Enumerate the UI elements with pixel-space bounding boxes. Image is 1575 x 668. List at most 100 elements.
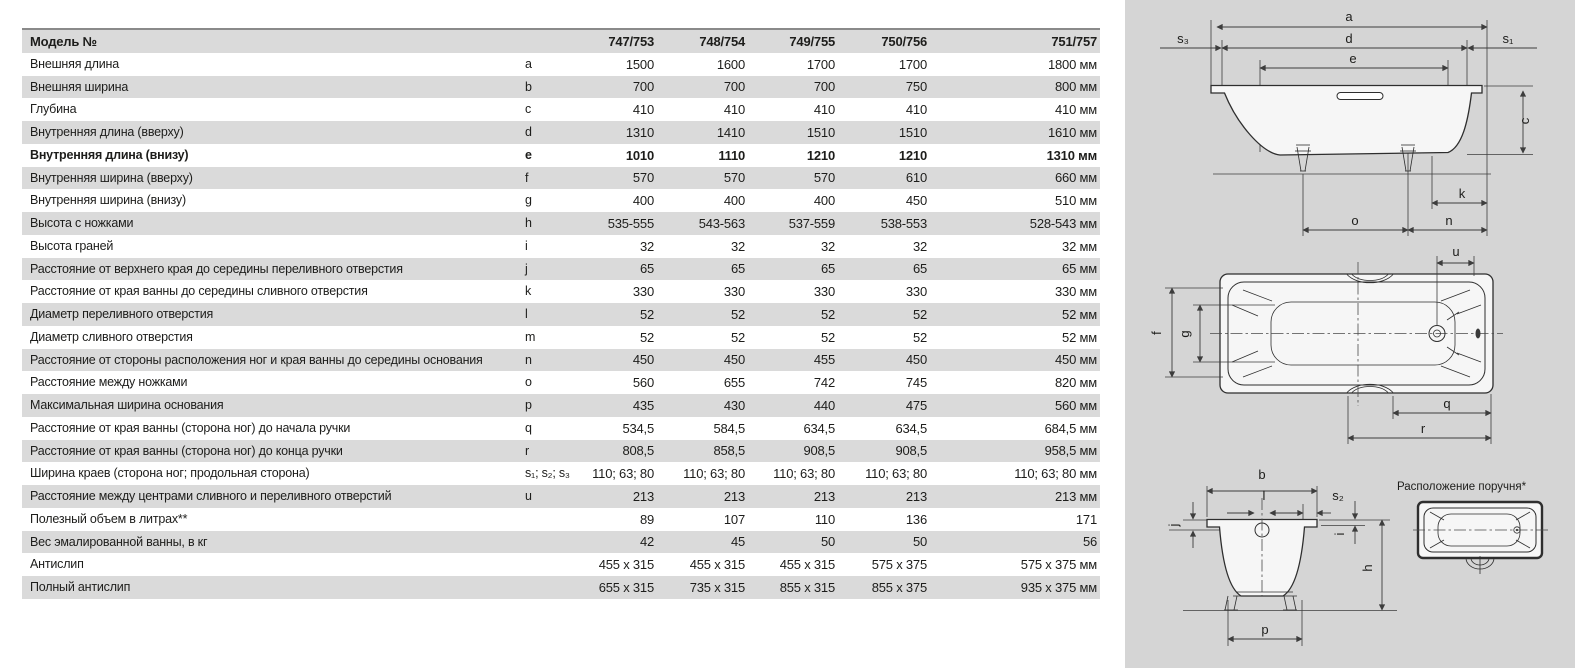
row-value-4: 745: [905, 375, 927, 391]
row-value-1: 700: [632, 79, 654, 95]
row-value-5: 410 мм: [1055, 102, 1097, 118]
row-value-5: 171: [1075, 511, 1097, 527]
row-value-5: 330 мм: [1055, 284, 1097, 300]
row-value-2: 543-563: [698, 215, 746, 231]
row-value-1: 435: [632, 397, 654, 413]
row-dimension-letter: g: [525, 193, 532, 208]
dim-label-s3: s₃: [1177, 31, 1189, 46]
bathtub-technical-drawings: a d s₃ s₁ e c k o n: [1149, 9, 1549, 646]
row-label: Расстояние между ножками: [30, 375, 188, 390]
dim-label-l: l: [1263, 488, 1266, 503]
column-header-model: Модель №: [30, 33, 97, 49]
row-value-3: 455 x 315: [779, 557, 836, 573]
table-row: Внутренняя ширина (внизу) g 400 400 400 …: [22, 189, 1100, 212]
row-dimension-letter: r: [525, 443, 529, 458]
row-value-3: 742: [813, 375, 835, 391]
row-dimension-letter: h: [525, 216, 532, 231]
handle-location-caption: Расположение поручня*: [1397, 481, 1527, 493]
table-row: Расстояние от верхнего края до середины …: [22, 257, 1100, 281]
row-value-2: 1110: [718, 147, 745, 163]
row-value-3: 330: [813, 284, 835, 300]
row-value-5: 528-543 мм: [1029, 215, 1097, 231]
row-value-3: 908,5: [803, 443, 835, 459]
dim-label-p: p: [1261, 622, 1268, 637]
dim-label-c: c: [1517, 117, 1532, 124]
row-label: Внутренняя ширина (внизу): [30, 193, 186, 208]
row-value-1: 1010: [625, 147, 654, 163]
table-row: Внутренняя длина (внизу) e 1010 1110 121…: [22, 144, 1100, 167]
column-header-model-4: 750/756: [881, 33, 927, 49]
row-value-3: 1510: [806, 124, 835, 140]
row-value-1: 52: [639, 306, 654, 322]
row-label: Антислип: [30, 557, 84, 572]
row-value-2: 584,5: [713, 420, 745, 436]
table-row: Полный антислип 655 x 315 735 x 315 855 …: [22, 576, 1100, 599]
row-dimension-letter: u: [525, 489, 532, 504]
row-value-1: 808,5: [622, 443, 654, 459]
row-value-1: 450: [632, 352, 654, 368]
row-value-3: 65: [820, 261, 835, 277]
row-value-5: 660 мм: [1055, 170, 1097, 186]
table-row: Расстояние от края ванны до середины сли…: [22, 280, 1100, 303]
row-dimension-letter: e: [525, 147, 532, 162]
row-value-5: 958,5 мм: [1044, 443, 1098, 459]
row-value-5: 65 мм: [1062, 261, 1097, 277]
front-view-feet: [1224, 591, 1297, 611]
dim-label-k: k: [1459, 186, 1466, 201]
row-value-2: 52: [730, 306, 745, 322]
row-value-2: 107: [723, 511, 745, 527]
row-dimension-letter: k: [525, 284, 532, 299]
bathtub-foot-left: [1295, 144, 1311, 172]
row-value-4: 1700: [898, 56, 927, 72]
row-value-5: 560 мм: [1055, 397, 1097, 413]
row-value-3: 52: [820, 306, 835, 322]
row-value-3: 400: [813, 193, 835, 209]
row-label: Высота граней: [30, 238, 114, 253]
mini-drain-dot: [1515, 528, 1519, 532]
dim-label-q: q: [1443, 396, 1450, 411]
table-header-row: Модель № 747/753 748/754 749/755 750/756…: [22, 30, 1100, 53]
bathtub-side-outline: [1210, 84, 1483, 156]
table-row: Расстояние между центрами сливного и пер…: [22, 485, 1100, 508]
row-value-5: 575 x 375 мм: [1020, 557, 1097, 573]
row-dimension-letter: j: [525, 261, 528, 276]
row-value-3: 1210: [806, 147, 835, 163]
row-value-5: 935 x 375 мм: [1020, 579, 1097, 595]
dim-label-s1: s₁: [1503, 31, 1515, 46]
row-value-1: 400: [632, 193, 654, 209]
table-row: Антислип 455 x 315 455 x 315 455 x 315 5…: [22, 553, 1100, 576]
row-dimension-letter: b: [525, 79, 532, 94]
row-value-1: 65: [639, 261, 654, 277]
row-value-1: 410: [632, 102, 654, 118]
row-dimension-letter: m: [525, 329, 536, 344]
table-row: Диаметр сливного отверстия m 52 52 52 52…: [22, 326, 1100, 349]
row-value-2: 430: [723, 397, 745, 413]
row-label: Расстояние от края ванны до середины сли…: [30, 284, 368, 299]
row-value-5: 1310 мм: [1046, 147, 1098, 163]
row-value-3: 700: [813, 79, 835, 95]
top-view-dimensions: [1165, 256, 1492, 444]
top-view-corner-hatching: [1231, 289, 1482, 378]
dim-label-e: e: [1349, 51, 1356, 66]
row-value-4: 575 x 375: [871, 557, 928, 573]
row-value-2: 1410: [716, 124, 745, 140]
table-row: Высота с ножками h 535-555 543-563 537-5…: [22, 212, 1100, 235]
row-value-4: 410: [905, 102, 927, 118]
dim-label-b: b: [1258, 467, 1265, 482]
row-value-1: 560: [632, 375, 654, 391]
row-label: Полезный объем в литрах**: [30, 511, 188, 526]
table-row: Внешняя ширина b 700 700 700 750 800 мм: [22, 75, 1100, 99]
row-label: Расстояние от стороны расположения ног и…: [30, 352, 483, 367]
dim-label-a: a: [1345, 9, 1353, 24]
row-value-3: 440: [813, 397, 835, 413]
row-label: Внешняя длина: [30, 56, 119, 71]
row-label: Диаметр переливного отверстия: [30, 307, 214, 322]
column-header-model-1: 747/753: [608, 33, 654, 49]
row-value-1: 570: [632, 170, 654, 186]
row-label: Внутренняя длина (внизу): [30, 147, 189, 162]
table-row: Расстояние от края ванны (сторона ног) д…: [22, 417, 1100, 440]
mini-drain-hole: [1513, 526, 1521, 534]
row-value-4: 634,5: [895, 420, 927, 436]
column-header-model-2: 748/754: [699, 33, 745, 49]
row-dimension-letter: o: [525, 375, 532, 390]
